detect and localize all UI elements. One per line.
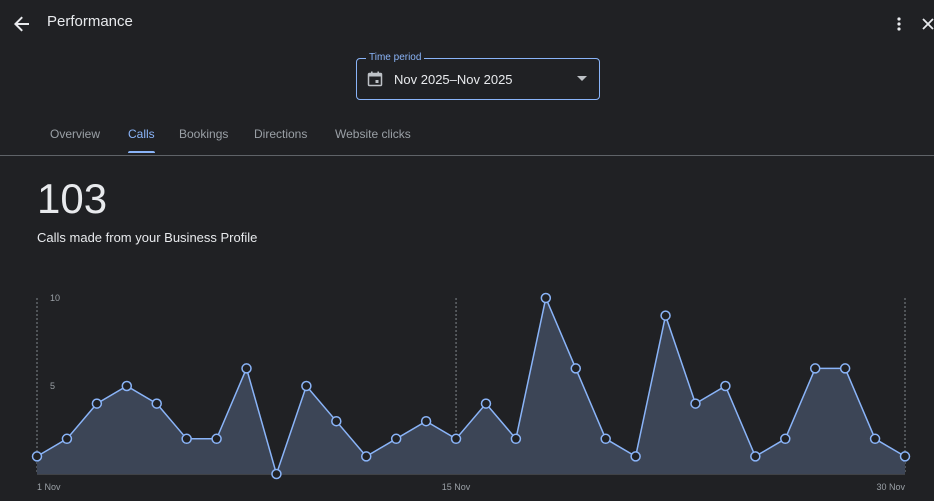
x-tick-label: 1 Nov <box>37 482 61 492</box>
more-vert-icon <box>897 17 901 31</box>
data-point[interactable] <box>181 433 192 445</box>
calls-line <box>36 295 906 477</box>
calls-caption: Calls made from your Business Profile <box>37 230 258 245</box>
tab-overview[interactable]: Overview <box>50 127 101 141</box>
time-period-label: Time period <box>366 52 425 64</box>
data-point[interactable] <box>720 380 731 392</box>
data-point[interactable] <box>809 363 821 374</box>
data-point[interactable] <box>839 363 851 374</box>
data-point[interactable] <box>570 363 582 374</box>
data-point[interactable] <box>869 433 881 445</box>
data-point[interactable] <box>91 398 103 409</box>
x-tick-label: 15 Nov <box>442 482 471 492</box>
close-button[interactable] <box>922 12 934 36</box>
x-tick-label: 30 Nov <box>876 482 905 492</box>
data-point[interactable] <box>540 292 552 304</box>
data-point[interactable] <box>331 415 342 427</box>
data-point[interactable] <box>211 433 222 445</box>
calls-total: 103 <box>37 175 108 222</box>
tab-directions[interactable]: Directions <box>254 127 308 141</box>
page-title: Performance <box>47 13 133 30</box>
time-period-select[interactable]: Time period Nov 2025–Nov 2025 <box>356 52 600 100</box>
data-point[interactable] <box>121 380 133 392</box>
data-point[interactable] <box>510 433 522 445</box>
arrow-back-icon <box>14 16 29 32</box>
data-point[interactable] <box>750 451 761 462</box>
data-point[interactable] <box>630 451 641 462</box>
data-point[interactable] <box>450 433 462 445</box>
time-period-value: Nov 2025–Nov 2025 <box>394 72 513 87</box>
calls-chart-svg: 1 Nov 15 Nov 30 Nov 10 5 <box>31 292 911 492</box>
tab-website-clicks[interactable]: Website clicks <box>335 127 411 141</box>
data-point[interactable] <box>899 451 911 462</box>
tab-bookings[interactable]: Bookings <box>179 127 229 141</box>
data-point[interactable] <box>271 468 282 480</box>
data-point[interactable] <box>61 433 73 445</box>
close-icon <box>922 18 934 30</box>
tab-bar: Overview Calls Bookings Directions Websi… <box>0 112 934 156</box>
data-point[interactable] <box>480 398 492 409</box>
more-options-button[interactable] <box>887 12 911 36</box>
data-point[interactable] <box>151 398 162 409</box>
data-point[interactable] <box>690 398 701 409</box>
y-tick-label: 10 <box>50 293 60 303</box>
data-point[interactable] <box>390 433 402 445</box>
calls-area <box>37 298 905 474</box>
tab-calls[interactable]: Calls <box>128 127 155 153</box>
data-point[interactable] <box>301 380 312 392</box>
data-point[interactable] <box>660 310 671 321</box>
calls-chart: 1 Nov 15 Nov 30 Nov 10 5 <box>0 280 934 501</box>
back-button[interactable] <box>10 12 34 36</box>
data-point[interactable] <box>360 451 372 462</box>
data-point[interactable] <box>420 415 432 427</box>
calendar-icon <box>367 71 383 87</box>
y-tick-label: 5 <box>50 381 55 391</box>
dropdown-caret-icon <box>577 76 587 81</box>
data-point[interactable] <box>780 433 791 445</box>
data-point[interactable] <box>600 433 611 445</box>
data-point[interactable] <box>241 363 252 374</box>
data-point[interactable] <box>31 451 43 462</box>
